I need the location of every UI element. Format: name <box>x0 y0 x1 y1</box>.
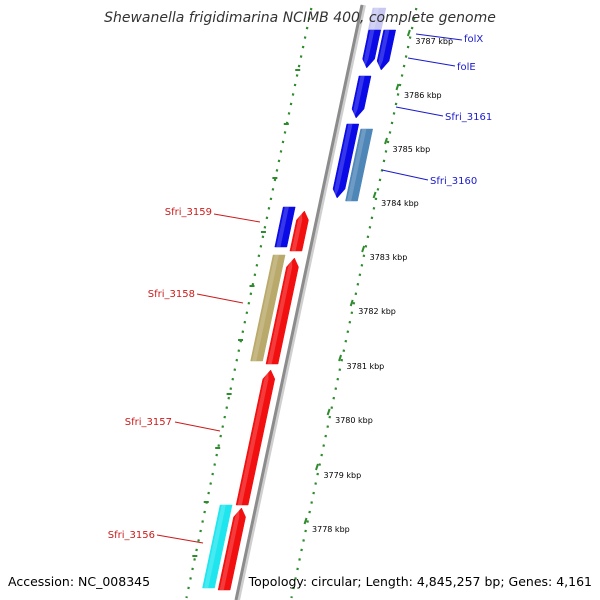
gene-arrow <box>332 123 360 199</box>
tick-mark <box>326 408 331 416</box>
tick-mark <box>361 245 366 253</box>
gene-label: Sfri_3161 <box>445 112 492 123</box>
gene-label: Sfri_3159 <box>165 207 212 218</box>
label-leader-line <box>395 106 444 117</box>
tick-mark <box>372 191 377 199</box>
dotted-tick-tracks <box>185 7 418 599</box>
gene-labels: folX folE Sfri_3161 Sfri_3160 Sfri_3159 Sfri_… <box>108 33 492 544</box>
gene-arrow <box>235 369 276 506</box>
label-leader-line <box>415 33 463 41</box>
label-leader-line <box>196 293 244 304</box>
tick-mark <box>303 517 308 525</box>
tick-marks: 3787 kbp 3786 kbp 3785 kbp 3784 kbp 3783 kbp… <box>192 29 453 557</box>
backbone <box>234 4 366 600</box>
gene-highlight <box>378 30 390 70</box>
gene-arrow <box>345 128 374 202</box>
tick-mark <box>406 29 411 37</box>
gene-arrow <box>217 507 246 591</box>
gene-arrow <box>366 7 387 37</box>
gene-highlight <box>291 211 303 251</box>
tick-label: 3783 kbp <box>370 253 408 262</box>
tick-label: 3786 kbp <box>404 91 442 100</box>
gene-highlight <box>334 124 353 198</box>
tick-label: 3784 kbp <box>381 199 419 208</box>
tick-mark <box>338 354 343 362</box>
label-leader-line <box>407 57 456 67</box>
gene-highlight <box>368 8 379 36</box>
gene-label: Sfri_3156 <box>108 530 155 541</box>
tick-mark <box>384 137 388 145</box>
label-leader-line <box>156 534 204 544</box>
tick-label: 3785 kbp <box>393 145 431 154</box>
gene-highlight <box>252 255 279 361</box>
gene-arrow <box>274 206 296 248</box>
label-leader-line <box>381 169 429 181</box>
gene-label: Sfri_3157 <box>125 417 172 428</box>
tick-label: 3778 kbp <box>312 525 350 534</box>
tick-mark <box>315 463 319 471</box>
gene-label: folE <box>457 62 476 73</box>
map-title: Shewanella frigidimarina NCIMB 400, comp… <box>104 10 496 26</box>
topology-text: Topology: circular; Length: 4,845,257 bp… <box>248 574 592 589</box>
gene-highlight <box>267 258 293 364</box>
gene-highlight <box>347 129 367 201</box>
outer-dotted-track <box>290 7 418 599</box>
gene-arrow <box>250 254 286 362</box>
gene-highlight <box>276 207 289 247</box>
tick-label: 3781 kbp <box>347 362 385 371</box>
gene-label: folX <box>464 34 483 45</box>
gene-highlight <box>219 508 240 590</box>
gene-label: Sfri_3160 <box>430 176 477 187</box>
tick-mark <box>349 299 354 307</box>
gene-arrow <box>265 257 299 365</box>
gene-features <box>202 7 397 591</box>
tick-label: 3780 kbp <box>335 416 373 425</box>
gene-arrow <box>376 29 397 71</box>
gene-arrow <box>362 29 382 69</box>
inner-dotted-track <box>185 7 313 599</box>
tick-label: 3779 kbp <box>323 471 361 480</box>
backbone-line <box>234 4 364 600</box>
tick-label: 3782 kbp <box>358 307 396 316</box>
gene-label: Sfri_3158 <box>148 289 195 300</box>
gene-highlight <box>204 505 226 588</box>
gene-highlight <box>237 370 269 505</box>
label-leader-line <box>213 213 261 223</box>
accession-text: Accession: NC_008345 <box>8 574 150 589</box>
tick-mark <box>395 83 400 91</box>
label-leader-line <box>174 421 221 432</box>
gene-arrow <box>202 504 233 589</box>
tick-label: 3787 kbp <box>415 37 453 46</box>
gene-highlight <box>353 76 365 118</box>
gene-arrow <box>289 210 309 252</box>
gene-arrow <box>351 75 372 119</box>
gene-highlight <box>364 30 375 68</box>
